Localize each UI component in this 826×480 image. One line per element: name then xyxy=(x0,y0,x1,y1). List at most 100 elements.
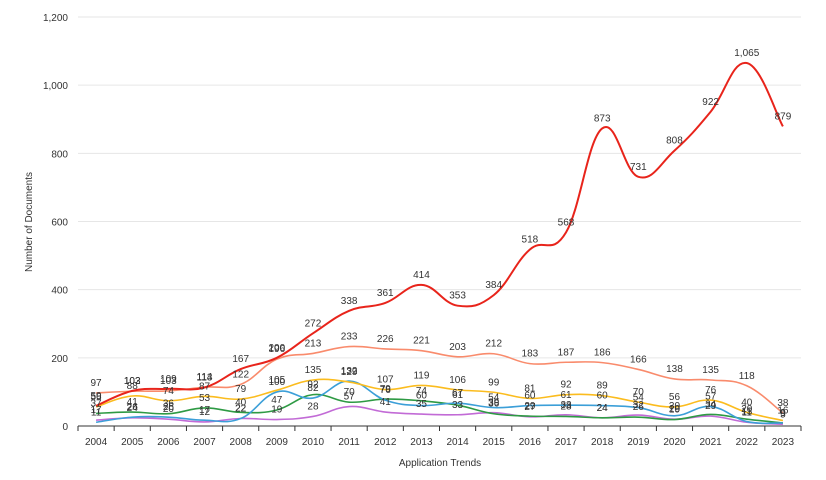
data-label: 24 xyxy=(597,403,609,414)
data-label: 24 xyxy=(127,403,139,414)
data-label: 89 xyxy=(597,381,609,392)
data-label: 41 xyxy=(127,397,139,408)
data-label: 135 xyxy=(305,365,322,376)
data-label: 384 xyxy=(485,280,502,291)
data-label: 226 xyxy=(377,334,394,345)
x-tick-label: 2015 xyxy=(483,437,506,448)
data-label: 16 xyxy=(777,406,789,417)
data-label: 808 xyxy=(666,136,683,147)
data-label: 60 xyxy=(524,391,536,402)
data-label: 196 xyxy=(268,344,285,355)
data-label: 87 xyxy=(199,381,211,392)
data-label: 56 xyxy=(91,392,103,403)
x-tick-label: 2014 xyxy=(446,437,469,448)
x-tick-label: 2021 xyxy=(700,437,723,448)
data-label: 11 xyxy=(91,407,102,418)
data-label: 38 xyxy=(777,398,789,409)
x-tick-label: 2006 xyxy=(157,437,180,448)
data-label: 353 xyxy=(449,291,466,302)
data-label: 213 xyxy=(305,338,322,349)
data-label: 107 xyxy=(377,375,394,386)
data-label: 56 xyxy=(669,392,681,403)
y-tick-label: 1,200 xyxy=(43,13,68,24)
data-label: 103 xyxy=(160,376,177,387)
data-label: 54 xyxy=(488,393,500,404)
data-label: 12 xyxy=(199,407,211,418)
x-tick-label: 2010 xyxy=(302,437,325,448)
data-label: 41 xyxy=(380,397,392,408)
data-label: 20 xyxy=(741,404,753,415)
data-label: 102 xyxy=(124,376,141,387)
data-label: 60 xyxy=(416,391,428,402)
x-axis-title: Application Trends xyxy=(399,458,481,469)
data-label: 59 xyxy=(91,391,103,402)
data-label: 138 xyxy=(666,364,683,375)
data-label: 272 xyxy=(305,318,322,329)
data-label: 67 xyxy=(452,388,464,399)
data-label: 118 xyxy=(739,371,755,382)
data-label: 36 xyxy=(163,399,175,410)
data-label: 113 xyxy=(197,372,213,383)
data-label: 20 xyxy=(163,404,175,415)
data-label: 13 xyxy=(741,407,753,418)
y-tick-label: 0 xyxy=(62,422,68,433)
data-label: 79 xyxy=(235,384,247,395)
data-label: 361 xyxy=(377,288,394,299)
x-tick-label: 2022 xyxy=(736,437,759,448)
data-label: 132 xyxy=(341,366,358,377)
data-label: 92 xyxy=(307,380,319,391)
data-label: 100 xyxy=(268,377,285,388)
data-label: 9 xyxy=(780,408,786,419)
data-label: 9 xyxy=(780,408,786,419)
data-label: 233 xyxy=(341,332,358,343)
x-tick-label: 2008 xyxy=(230,437,253,448)
series-group xyxy=(95,62,784,426)
gridlines xyxy=(78,16,801,359)
data-label: 76 xyxy=(380,385,392,396)
data-label: 28 xyxy=(307,401,319,412)
data-label: 186 xyxy=(594,348,611,359)
data-label: 1,065 xyxy=(734,48,759,59)
data-label: 40 xyxy=(741,397,753,408)
data-label: 105 xyxy=(268,375,285,386)
data-label: 99 xyxy=(488,377,500,388)
data-label: 19 xyxy=(669,405,681,416)
series-line xyxy=(95,380,783,425)
data-label: 212 xyxy=(485,339,502,350)
x-tick-label: 2013 xyxy=(410,437,433,448)
x-tick-label: 2023 xyxy=(772,437,795,448)
data-label: 36 xyxy=(488,399,500,410)
x-tick-label: 2019 xyxy=(627,437,650,448)
data-label: 5 xyxy=(780,409,786,420)
x-tick-label: 2018 xyxy=(591,437,614,448)
x-tick-label: 2012 xyxy=(374,437,397,448)
data-label: 167 xyxy=(232,354,249,365)
y-axis-title: Number of Documents xyxy=(24,172,35,272)
data-label: 22 xyxy=(235,404,247,415)
data-label: 57 xyxy=(344,392,356,403)
data-label: 40 xyxy=(235,397,247,408)
x-tick-label: 2009 xyxy=(266,437,289,448)
data-label: 82 xyxy=(307,383,319,394)
data-label: 129 xyxy=(341,367,358,378)
data-label: 34 xyxy=(705,399,717,410)
data-label: 17 xyxy=(91,405,103,416)
data-label: 47 xyxy=(271,395,283,406)
series-line xyxy=(95,62,784,407)
data-label: 29 xyxy=(524,401,536,412)
x-tick-label: 2005 xyxy=(121,437,144,448)
data-label: 92 xyxy=(560,380,572,391)
data-label: 74 xyxy=(163,386,175,397)
x-axis-ticks: 2004 2005 2006 2007 2008 2009 2010 2011 2012 2013… xyxy=(77,426,802,448)
data-label: 338 xyxy=(341,296,358,307)
data-label: 119 xyxy=(413,370,429,381)
data-label: 109 xyxy=(160,374,177,385)
x-tick-label: 2016 xyxy=(519,437,542,448)
data-label: 568 xyxy=(558,217,575,228)
data-label: 81 xyxy=(524,383,536,394)
data-label: 200 xyxy=(268,343,285,354)
data-label: 53 xyxy=(199,393,211,404)
data-label: 22 xyxy=(235,404,247,415)
data-label: 60 xyxy=(597,391,609,402)
